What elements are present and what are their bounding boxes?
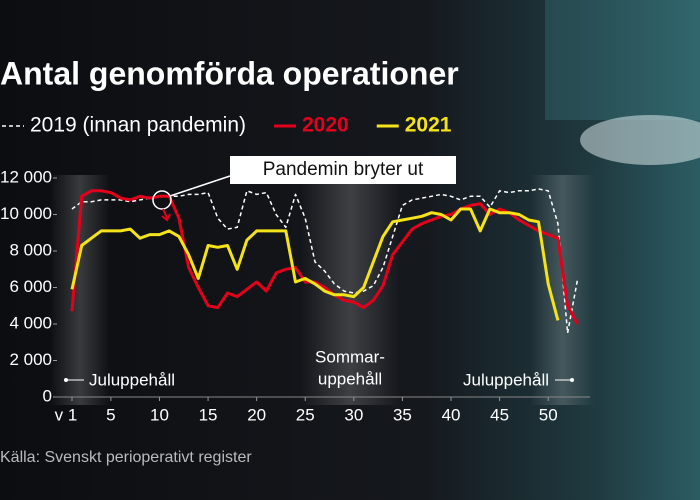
legend-label: 2019 (innan pandemin): [30, 114, 246, 137]
series-line: [70, 189, 579, 325]
y-tick-label: 12 000: [0, 167, 52, 186]
photo-light: [580, 115, 700, 165]
x-tick-label: 45: [490, 405, 509, 424]
break-label: Sommar-: [315, 347, 385, 366]
x-tick-label: 5: [106, 405, 115, 424]
source: Källa: Svenskt perioperativt register: [0, 449, 252, 466]
legend: 2019 (innan pandemin) 2020 2021: [2, 114, 452, 137]
series-line: [70, 207, 560, 321]
x-tick-label: 50: [539, 405, 558, 424]
x-tick-label: 25: [296, 405, 315, 424]
callout-text: Pandemin bryter ut: [263, 159, 424, 180]
chart-title: Antal genomförda operationer: [0, 55, 459, 91]
legend-label: 2021: [405, 114, 452, 137]
callout-arrow: [161, 208, 171, 222]
legend-label: 2020: [302, 114, 349, 137]
y-tick-label: 8 000: [9, 240, 52, 259]
break-label: Juluppehåll: [463, 370, 549, 389]
callout-leader: [169, 175, 231, 197]
y-tick-label: 10 000: [0, 204, 52, 223]
break-dot: [570, 378, 574, 382]
y-tick-label: 4 000: [9, 313, 52, 332]
photo-tint: [545, 0, 700, 120]
x-tick-label: 40: [442, 405, 461, 424]
shade-band: [530, 175, 595, 405]
x-tick-label: 15: [199, 405, 218, 424]
callout-box: [230, 156, 456, 184]
x-tick-label: 30: [344, 405, 363, 424]
break-label: Juluppehåll: [89, 370, 175, 389]
callout-circle: [152, 190, 172, 210]
x-tick-label: 10: [150, 405, 169, 424]
x-tick-label: 35: [393, 405, 412, 424]
shade-band: [300, 175, 400, 405]
x-tick-label: 20: [247, 405, 266, 424]
y-tick-label: 6 000: [9, 277, 52, 296]
y-tick-label: 0: [43, 386, 52, 405]
y-tick-label: 2 000: [9, 350, 52, 369]
break-label: uppehåll: [318, 369, 382, 388]
x-tick-label: v 1: [55, 405, 78, 424]
